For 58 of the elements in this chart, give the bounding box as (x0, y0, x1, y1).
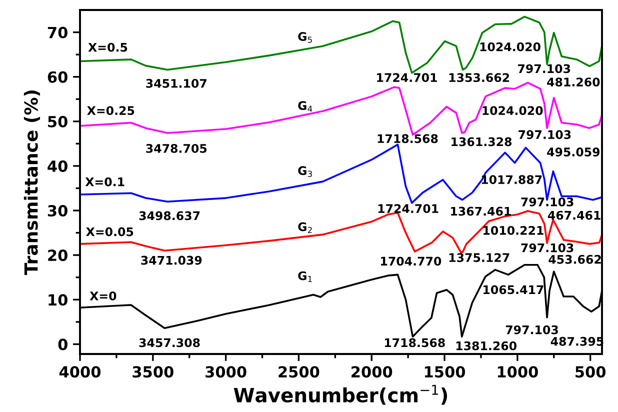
y-tick-label: 70 (48, 26, 68, 38)
annotation: 1010.221 (484, 226, 544, 235)
annotation: 1718.568 (384, 338, 445, 348)
annotation: 3478.705 (146, 144, 207, 153)
annotation: 453.662 (548, 254, 601, 264)
annotation: 1375.127 (449, 253, 510, 262)
annotation: 1065.417 (484, 285, 544, 294)
x-axis-title: Wavenumber(cm$^{−1}$) (234, 384, 448, 405)
x-tick-label: 3500 (132, 366, 174, 378)
annotation: 495.059 (547, 148, 600, 156)
annotation: G$_{3}$ (298, 166, 312, 177)
annotation: 3451.107 (146, 78, 206, 88)
annotation: 1361.328 (452, 137, 512, 146)
y-tick-label: 30 (48, 204, 68, 217)
annotation: 1724.701 (378, 204, 438, 214)
annotation: 1024.020 (482, 106, 543, 116)
line-series (80, 16, 602, 74)
x-tick-label: 1000 (498, 366, 538, 378)
y-axis-title: Transmittance (%) (24, 90, 40, 275)
x-tick-label: 4000 (59, 366, 101, 378)
annotation: X=0.05 (86, 227, 134, 236)
annotation: 797.103 (518, 130, 571, 140)
x-tick-label: 1500 (424, 366, 466, 378)
annotation: 1017.887 (482, 175, 542, 184)
annotation: 797.103 (518, 64, 570, 74)
annotation: X=0 (90, 291, 116, 300)
annotation: 797.103 (506, 325, 558, 334)
x-tick-label: 500 (576, 366, 606, 378)
annotation: 1704.770 (381, 256, 442, 266)
annotation: X=0.5 (88, 42, 128, 52)
annotation: G$_{4}$ (298, 101, 312, 112)
annotation: G$_{2}$ (298, 222, 312, 233)
annotation: G$_{1}$ (298, 271, 312, 282)
y-tick-label: 50 (48, 116, 68, 128)
annotation: 1353.662 (449, 73, 510, 82)
annotation: 3498.637 (139, 211, 200, 220)
annotation: 1718.568 (378, 134, 438, 144)
annotation: 1367.461 (451, 206, 511, 216)
annotation: G$_{5}$ (298, 32, 312, 43)
x-tick-label: 3000 (206, 366, 246, 378)
annotation: 3471.039 (141, 256, 202, 265)
x-tick-label: 2000 (352, 366, 392, 378)
annotation: X=0.25 (87, 106, 134, 116)
y-tick-label: 10 (48, 294, 68, 306)
annotation: 3457.308 (139, 338, 200, 348)
annotation: 1024.020 (480, 42, 540, 52)
annotation: 1381.260 (456, 341, 517, 350)
annotation: 467.461 (548, 210, 600, 220)
x-tick-label: 2500 (278, 366, 320, 378)
y-tick-label: 40 (48, 160, 68, 172)
annotation: 797.103 (521, 243, 574, 252)
y-tick-label: 20 (48, 250, 68, 262)
annotation: 481.260 (547, 78, 600, 87)
y-tick-label: 60 (48, 71, 68, 83)
y-tick-label: 0 (58, 338, 68, 350)
annotation: 797.103 (521, 197, 574, 206)
annotation: 1724.701 (377, 73, 437, 82)
annotation: X=0.1 (85, 177, 124, 186)
